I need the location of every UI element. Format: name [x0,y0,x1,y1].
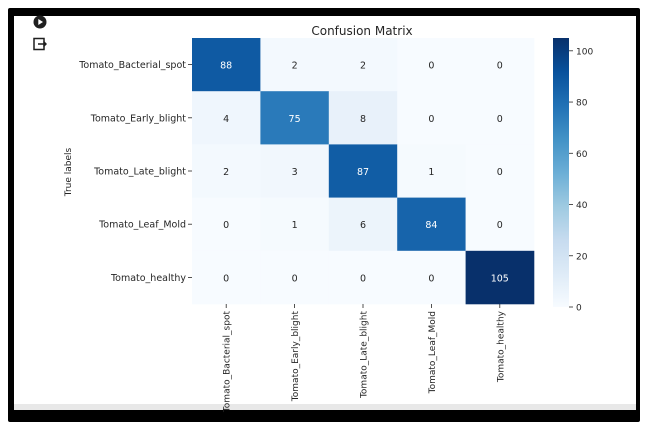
heatmap-cell-value: 2 [223,167,229,178]
heatmap-cell-value: 88 [220,61,232,72]
colorbar-tick-label: 0 [576,304,582,314]
heatmap-cell-value: 1 [428,167,434,178]
colorbar-tick-label: 100 [576,47,593,57]
heatmap-cell-value: 0 [428,273,434,284]
heatmap-cell-0-4 [465,38,535,92]
heatmap-cell-1-0 [192,91,261,145]
heatmap-cell-value: 0 [223,273,229,284]
heatmap-cell-value: 0 [428,114,434,125]
colorbar-tick-label: 60 [576,150,588,160]
x-tick-label: Tomato_Bacterial_spot [223,311,233,414]
heatmap-cell-value: 0 [497,114,503,125]
heatmap-cell-4-2 [328,250,398,305]
y-tick-label: Tomato_Late_blight [93,167,186,178]
y-tick-label: Tomato_healthy [110,273,186,284]
heatmap-cell-0-2 [328,38,398,92]
heatmap-cell-3-1 [260,197,330,252]
heatmap-cell-value: 3 [292,167,298,178]
heatmap-cell-value: 6 [360,220,366,231]
heatmap-cell-3-4 [465,197,535,252]
y-tick-label: Tomato_Bacterial_spot [78,60,186,71]
heatmap-cell-1-1 [260,91,330,145]
heatmap-cell-4-0 [192,250,261,305]
heatmap-cell-2-3 [397,144,466,198]
heatmap-cell-4-4 [465,250,535,305]
heatmap-cell-3-3 [397,197,466,252]
heatmap-cell-value: 1 [292,220,298,231]
colorbar [553,38,569,307]
x-tick-label: Tomato_Late_blight [360,311,370,400]
heatmap-cell-value: 0 [428,61,434,72]
y-tick-label: Tomato_Leaf_Mold [98,220,186,231]
heatmap-cell-value: 0 [292,273,298,284]
heatmap-cell-4-3 [397,250,466,305]
heatmap-cell-value: 75 [289,114,301,125]
y-tick-label: Tomato_Early_blight [90,113,186,124]
colorbar-tick-label: 20 [576,252,588,262]
x-tick-label: Tomato_healthy [496,310,506,383]
heatmap-cell-1-4 [465,91,535,145]
heatmap-cell-4-1 [260,250,330,305]
heatmap-cell-2-1 [260,144,330,198]
y-axis-label: True labels [64,147,74,197]
heatmap-cell-value: 87 [357,167,369,178]
heatmap-cell-1-3 [397,91,466,145]
heatmap-cell-3-2 [328,197,398,252]
heatmap-cell-value: 8 [360,114,366,125]
heatmap-cell-0-3 [397,38,466,92]
heatmap-cell-value: 2 [292,61,298,72]
heatmap-cell-value: 0 [497,220,503,231]
heatmap-cell-0-0 [192,38,261,92]
heatmap-cell-value: 2 [360,61,366,72]
heatmap-cell-0-1 [260,38,330,92]
cell-footer-bar [14,404,636,410]
heatmap-cell-value: 0 [360,273,366,284]
heatmap-cell-2-2 [328,144,398,198]
heatmap-cell-1-2 [328,91,398,145]
heatmap-cell-value: 0 [497,61,503,72]
colorbar-tick-label: 80 [576,99,588,109]
heatmap-cell-2-0 [192,144,261,198]
x-tick-label: Tomato_Leaf_Mold [428,311,438,394]
heatmap-cell-value: 4 [223,114,229,125]
chart-title: Confusion Matrix [311,24,412,38]
heatmap-cell-value: 0 [223,220,229,231]
heatmap-cell-2-4 [465,144,535,198]
heatmap-cell-value: 84 [425,220,437,231]
heatmap-cell-value: 0 [497,167,503,178]
heatmap-cell-value: 105 [491,273,509,284]
output-toggle-icon[interactable] [33,37,47,51]
x-tick-label: Tomato_Early_blight [291,311,301,403]
run-cell-icon[interactable] [33,15,47,29]
colorbar-tick-label: 40 [576,201,588,211]
heatmap-cell-3-0 [192,197,261,252]
